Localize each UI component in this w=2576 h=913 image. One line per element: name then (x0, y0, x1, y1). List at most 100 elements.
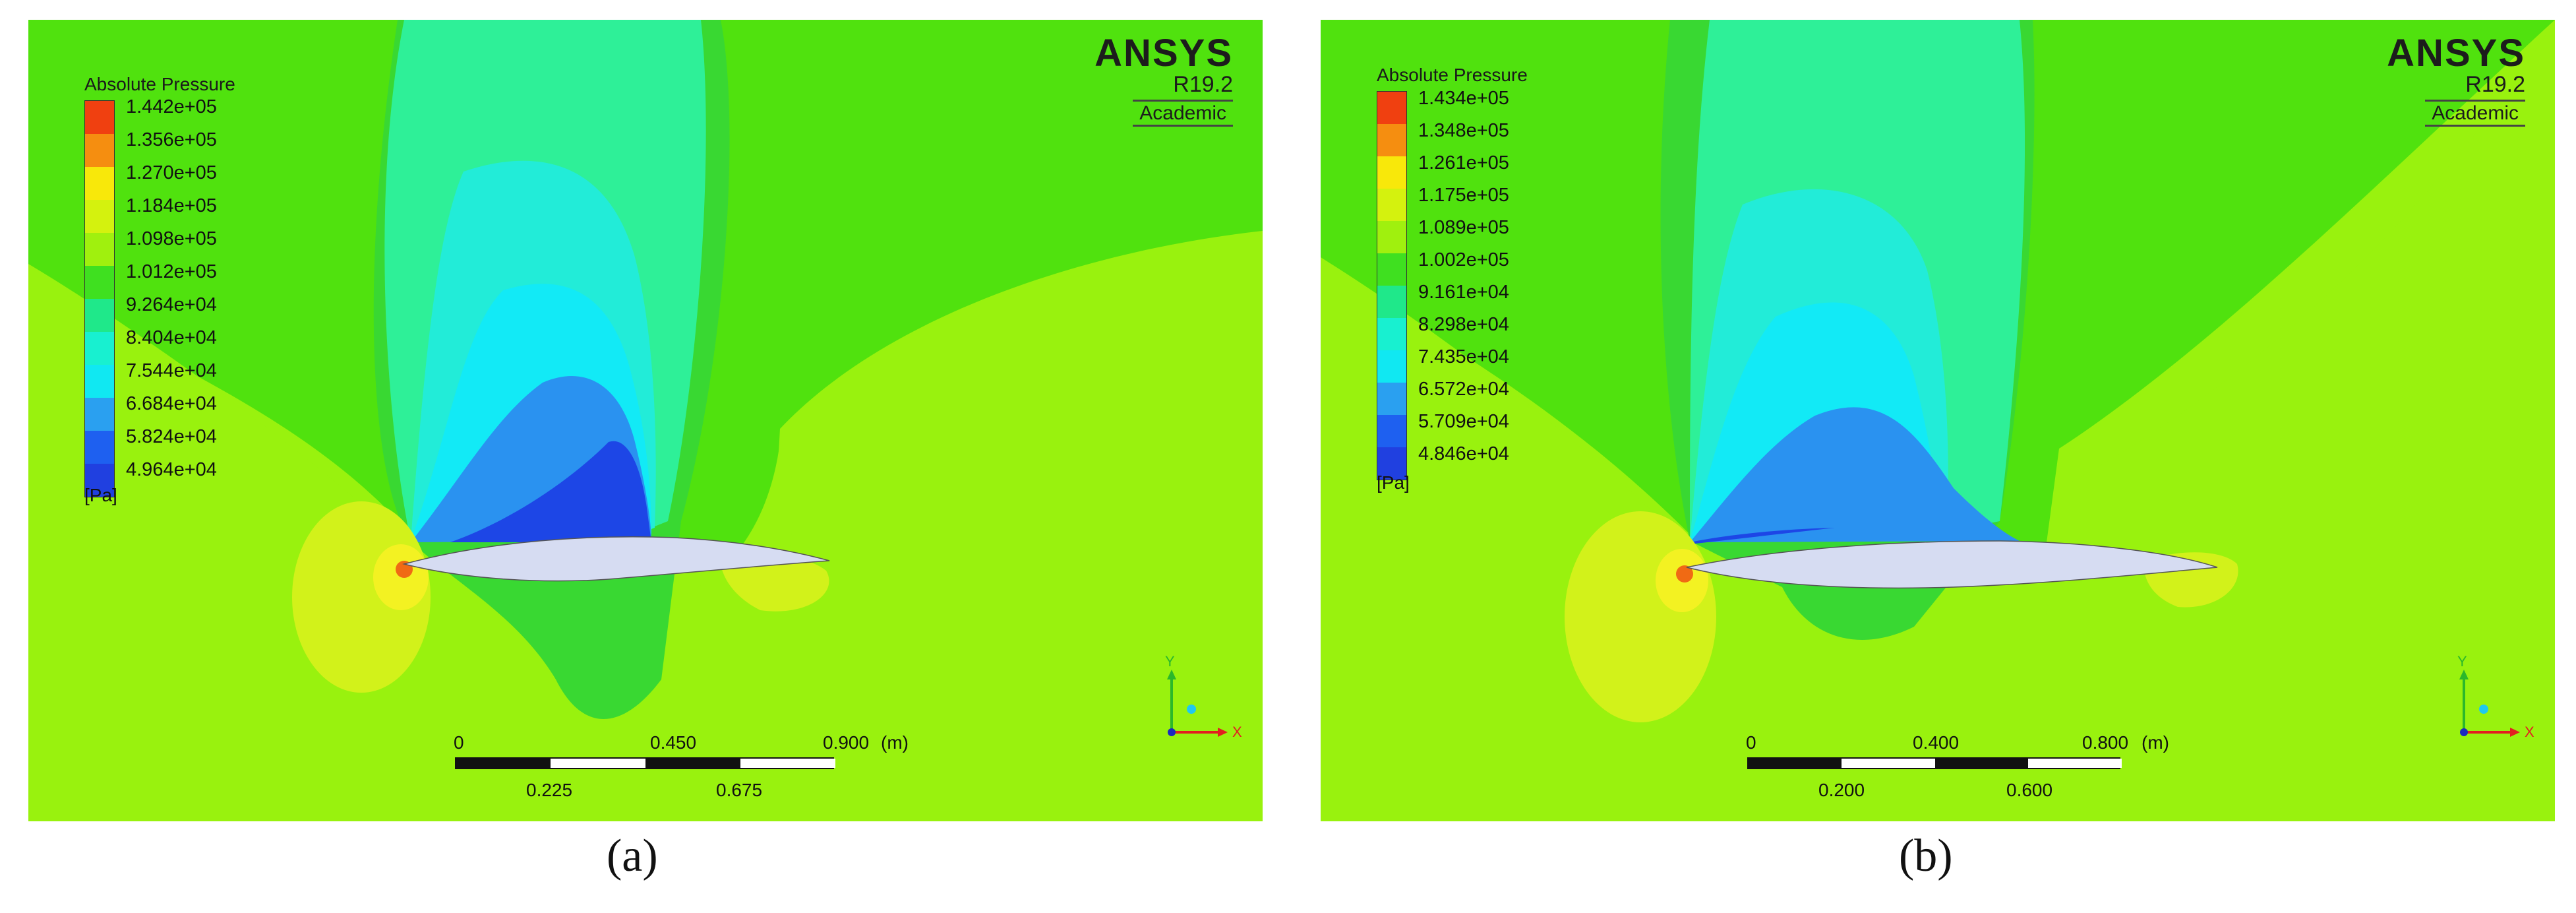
legend-value: 8.298e+04 (1418, 314, 1509, 335)
ansys-edition: Academic (2425, 100, 2525, 127)
legend-value: 1.089e+05 (1418, 217, 1509, 238)
pressure-field-plot (28, 20, 1263, 821)
legend-value: 1.270e+05 (126, 162, 217, 183)
y-axis-label: Y (2457, 653, 2467, 670)
scale-segment-light (2028, 759, 2122, 768)
ansys-edition: Academic (1133, 100, 1233, 127)
ansys-version: R19.2 (2465, 72, 2525, 97)
legend-value: 5.824e+04 (126, 426, 217, 447)
legend-value: 4.846e+04 (1418, 443, 1509, 464)
legend-color-band (85, 365, 114, 398)
legend-value: 1.098e+05 (126, 228, 217, 249)
stagnation-yellow-zone (1565, 511, 1716, 722)
x-axis-label: X (2525, 724, 2534, 740)
legend-value: 6.572e+04 (1418, 379, 1509, 400)
pressure-band-blue (1690, 407, 2020, 542)
legend-color-band (85, 266, 114, 299)
ansys-logo: ANSYS R19.2 Academic (1094, 34, 1233, 127)
legend-value: 8.404e+04 (126, 327, 217, 348)
y-arrow-head (2459, 670, 2469, 679)
legend-color-band (85, 431, 114, 464)
legend-color-band (85, 134, 114, 167)
y-axis-label: Y (1165, 653, 1175, 670)
view-indicator-dot (2479, 705, 2488, 714)
airfoil-shape (402, 536, 830, 582)
legend-value: 7.544e+04 (126, 360, 217, 381)
legend-value: 1.002e+05 (1418, 249, 1509, 270)
legend-value: 9.264e+04 (126, 294, 217, 315)
legend-value: 4.964e+04 (126, 459, 217, 480)
scale-segment-dark (456, 759, 551, 768)
legend-color-band (85, 464, 114, 497)
scale-tick-label: 0.400 (1913, 732, 1960, 753)
legend-value: 7.435e+04 (1418, 346, 1509, 367)
x-arrow-head (2510, 728, 2520, 737)
legend-color-band (85, 167, 114, 200)
pressure-contour-panel-b: Absolute Pressure 1.434e+05 1.348e+05 1.… (1321, 20, 2555, 821)
scale-tick-label: 0.225 (526, 780, 573, 800)
scale-segment-light (1842, 759, 1935, 768)
x-axis-label: X (1232, 724, 1242, 740)
legend-value: 1.442e+05 (126, 96, 217, 117)
scale-bar (1747, 757, 2122, 769)
scale-bar (455, 757, 835, 769)
scale-segment-light (740, 759, 835, 768)
pressure-field-plot (1321, 20, 2555, 821)
axis-triad: Y X (1165, 653, 1242, 740)
scale-unit: (m) (2142, 732, 2169, 753)
panel-caption-b: (b) (1899, 831, 1953, 881)
legend-color-band (85, 101, 114, 134)
legend-value: 6.684e+04 (126, 393, 217, 414)
scale-unit: (m) (881, 732, 909, 753)
ansys-brand-name: ANSYS (2387, 32, 2525, 75)
x-arrow-head (1218, 728, 1228, 737)
scale-tick-label: 0.600 (2006, 780, 2053, 800)
pressure-contour-panel-a: Absolute Pressure 1.442e+05 1.356e+05 1.… (28, 20, 1263, 821)
legend-unit: [Pa] (84, 485, 117, 505)
scale-tick-label: 0 (454, 732, 464, 753)
legend-color-band (1377, 92, 1406, 124)
legend-unit: [Pa] (1377, 472, 1410, 493)
legend-color-bar (1377, 91, 1407, 480)
y-arrow-head (1167, 670, 1176, 679)
legend-value: 1.348e+05 (1418, 120, 1509, 141)
scale-tick-label: 0.800 (2082, 732, 2129, 753)
legend-color-band (1377, 383, 1406, 415)
scale-tick-label: 0.900 (823, 732, 870, 753)
pressure-band-darkblue (450, 441, 651, 542)
legend-color-band (85, 299, 114, 332)
legend-color-band (1377, 124, 1406, 156)
legend-color-band (1377, 253, 1406, 286)
legend-value: 1.012e+05 (126, 261, 217, 282)
stagnation-point (1676, 565, 1693, 582)
scale-segment-dark (1935, 759, 2028, 768)
legend-value: 5.709e+04 (1418, 411, 1509, 432)
legend-color-band (85, 332, 114, 365)
legend-color-bar (84, 100, 115, 497)
legend-value: 1.175e+05 (1418, 185, 1509, 206)
scale-tick-label: 0.675 (716, 780, 763, 800)
legend-value: 1.356e+05 (126, 129, 217, 150)
legend-title: Absolute Pressure (1377, 65, 1528, 85)
scale-tick-label: 0 (1746, 732, 1756, 753)
axis-triad: Y X (2457, 653, 2534, 740)
scale-tick-label: 0.450 (650, 732, 697, 753)
airfoil-shape (1686, 540, 2218, 589)
legend-color-band (1377, 318, 1406, 350)
legend-title: Absolute Pressure (84, 74, 235, 94)
ansys-logo: ANSYS R19.2 Academic (2387, 34, 2525, 127)
legend-color-band (1377, 286, 1406, 318)
z-axis-dot (2460, 728, 2468, 736)
panel-caption-a: (a) (607, 831, 658, 881)
legend-color-band (1377, 221, 1406, 253)
scale-segment-dark (1749, 759, 1842, 768)
legend-color-band (1377, 447, 1406, 480)
scale-tick-label: 0.200 (1818, 780, 1865, 800)
scale-segment-light (551, 759, 645, 768)
legend-value: 1.434e+05 (1418, 88, 1509, 109)
legend-color-band (1377, 415, 1406, 447)
legend-color-band (1377, 189, 1406, 221)
legend-color-band (85, 200, 114, 233)
scale-segment-dark (645, 759, 740, 768)
ansys-brand-name: ANSYS (1094, 32, 1233, 75)
